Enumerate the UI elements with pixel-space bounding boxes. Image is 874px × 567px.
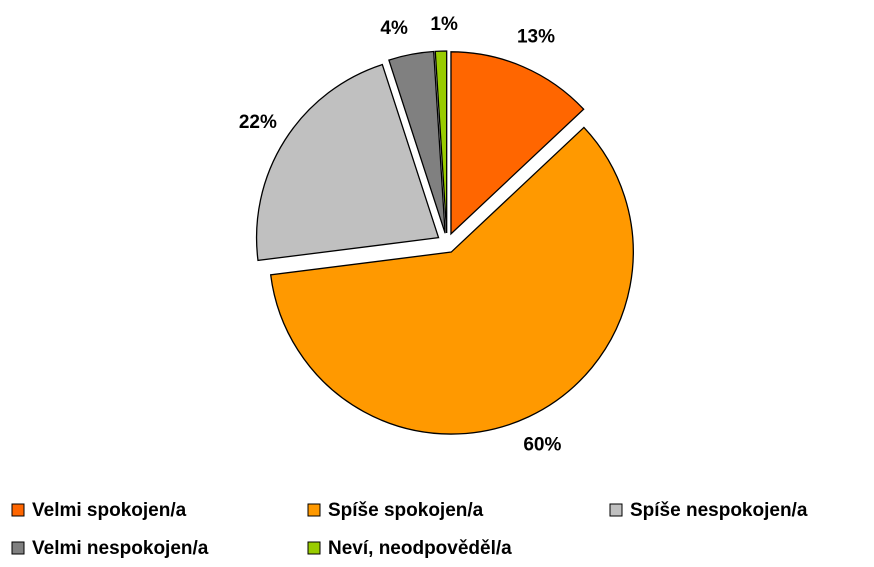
pie-slice bbox=[388, 50, 446, 234]
legend-swatch bbox=[307, 541, 321, 555]
pie-slice bbox=[434, 50, 448, 234]
legend-label: Velmi spokojen/a bbox=[32, 500, 187, 521]
legend-label: Neví, neodpověděl/a bbox=[328, 538, 512, 559]
data-label: 60% bbox=[523, 435, 561, 456]
legend-label: Spíše spokojen/a bbox=[328, 500, 484, 521]
pie-slice bbox=[255, 63, 440, 262]
legend-swatch bbox=[609, 503, 623, 517]
pie-slice bbox=[450, 51, 585, 236]
pie-slice bbox=[269, 126, 634, 435]
legend-label: Velmi nespokojen/a bbox=[32, 538, 209, 559]
legend-swatch bbox=[11, 503, 25, 517]
legend-swatch bbox=[307, 503, 321, 517]
data-label: 4% bbox=[380, 18, 408, 39]
data-label: 1% bbox=[430, 14, 458, 35]
data-label: 13% bbox=[517, 26, 555, 47]
legend-label: Spíše nespokojen/a bbox=[630, 500, 808, 521]
legend-swatch bbox=[11, 541, 25, 555]
data-label: 22% bbox=[239, 112, 277, 133]
